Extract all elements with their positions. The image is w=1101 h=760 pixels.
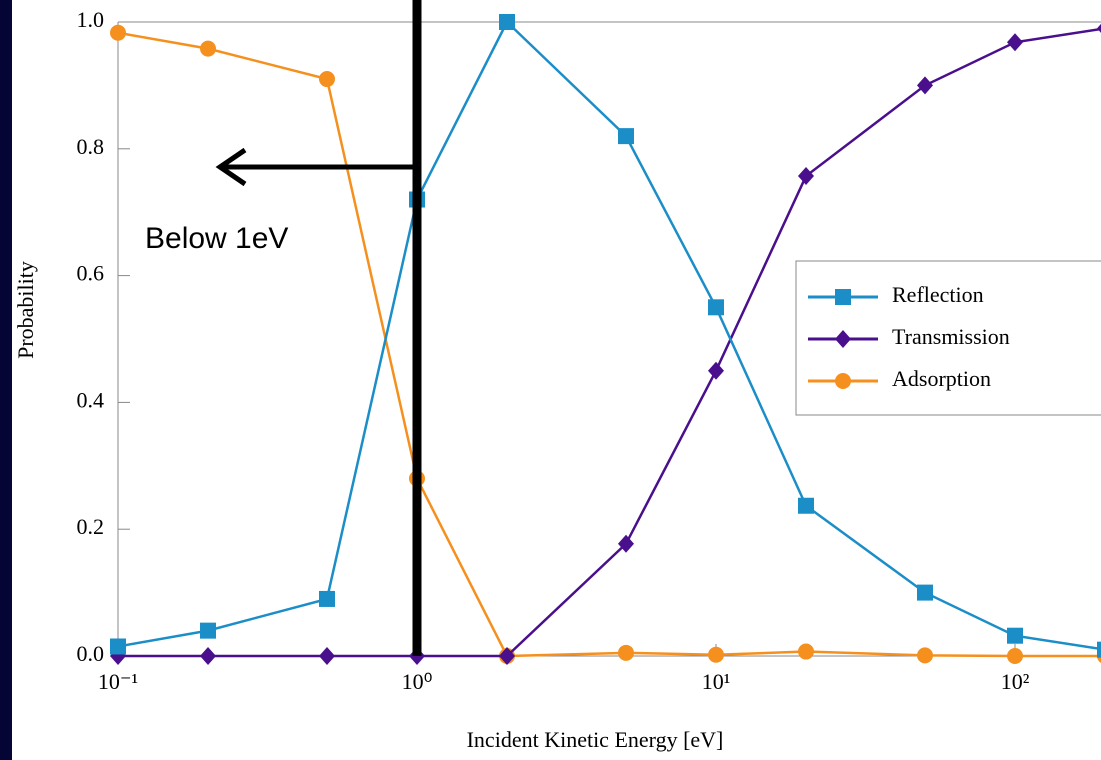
y-tick-label: 0.0 — [77, 641, 105, 666]
marker — [319, 71, 335, 87]
y-tick-label: 0.8 — [77, 134, 105, 159]
marker — [798, 498, 814, 514]
y-tick-label: 0.2 — [77, 514, 105, 539]
marker — [200, 623, 216, 639]
x-tick-label: 10⁻¹ — [98, 669, 138, 694]
legend-label: Transmission — [892, 324, 1010, 349]
y-tick-label: 0.4 — [77, 387, 105, 412]
marker — [917, 585, 933, 601]
page: Probability Incident Kinetic Energy [eV]… — [0, 0, 1101, 760]
legend: Reflection Transmission Adsorption — [796, 261, 1101, 415]
x-tick-label: 10¹ — [702, 669, 731, 694]
marker — [1097, 642, 1101, 658]
legend-label: Reflection — [892, 282, 984, 307]
marker — [1007, 628, 1023, 644]
x-tick-label: 10² — [1001, 669, 1030, 694]
marker — [917, 647, 933, 663]
marker — [618, 645, 634, 661]
chart: Probability Incident Kinetic Energy [eV]… — [0, 0, 1101, 760]
y-tick-label: 0.6 — [77, 261, 105, 286]
marker — [1007, 648, 1023, 664]
marker — [110, 638, 126, 654]
annotation-text: Below 1eV — [145, 222, 288, 255]
y-axis-label: Probability — [13, 261, 38, 359]
marker — [319, 591, 335, 607]
legend-label: Adsorption — [892, 366, 991, 391]
marker — [200, 41, 216, 57]
marker — [708, 299, 724, 315]
marker — [835, 289, 851, 305]
marker — [618, 128, 634, 144]
marker — [835, 373, 851, 389]
x-axis-label: Incident Kinetic Energy [eV] — [467, 727, 724, 752]
y-tick-label: 1.0 — [77, 7, 105, 32]
marker — [708, 647, 724, 663]
marker — [110, 25, 126, 41]
x-tick-label: 10⁰ — [402, 669, 433, 694]
marker — [499, 14, 515, 30]
marker — [798, 644, 814, 660]
